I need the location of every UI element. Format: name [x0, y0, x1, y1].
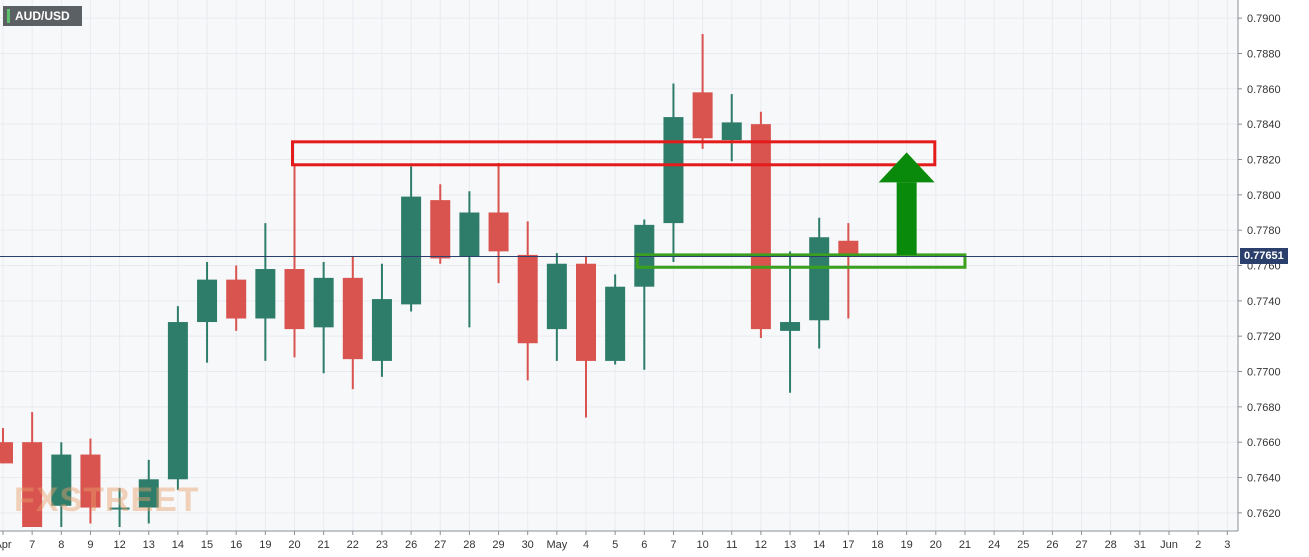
x-tick-label: May	[546, 539, 567, 551]
candle-body	[663, 117, 684, 224]
candle-body	[342, 277, 363, 360]
x-tick-label: 3	[1224, 539, 1230, 551]
x-tick-label: Jun	[1160, 539, 1178, 551]
y-tick-label: 0.7840	[1247, 119, 1281, 131]
candle-body	[750, 124, 771, 330]
y-tick-label: 0.7640	[1247, 473, 1281, 485]
x-tick-label: 31	[1134, 539, 1146, 551]
x-tick-label: 12	[755, 539, 767, 551]
y-tick-label: 0.7900	[1247, 13, 1281, 25]
candle-body	[197, 279, 218, 323]
x-tick-label: Apr	[0, 539, 12, 551]
x-tick-label: 27	[1075, 539, 1087, 551]
candle-body	[0, 442, 13, 464]
x-tick-label: 7	[29, 539, 35, 551]
candle-body	[371, 299, 392, 361]
resistance-zone-box	[291, 140, 937, 167]
candle-body	[401, 196, 422, 305]
x-tick-label: 22	[347, 539, 359, 551]
y-tick-label: 0.7680	[1247, 402, 1281, 414]
x-tick-label: 23	[376, 539, 388, 551]
x-tick-label: 13	[143, 539, 155, 551]
x-tick-label: 16	[230, 539, 242, 551]
x-tick-label: 18	[871, 539, 883, 551]
x-tick-label: 6	[641, 539, 647, 551]
x-tick-label: 21	[959, 539, 971, 551]
candle-body	[809, 237, 830, 321]
symbol-badge[interactable]: AUD/USD	[3, 6, 82, 26]
candle-body	[255, 269, 276, 319]
support-zone-box	[635, 253, 967, 269]
candle-body	[430, 200, 451, 259]
x-tick-label: 5	[612, 539, 618, 551]
y-tick-label: 0.7880	[1247, 48, 1281, 60]
y-tick-label: 0.7720	[1247, 331, 1281, 343]
x-tick-label: 27	[434, 539, 446, 551]
candle-body	[517, 254, 538, 344]
up-arrow-head	[878, 152, 935, 183]
y-tick-label: 0.7820	[1247, 154, 1281, 166]
candle-body	[313, 277, 334, 328]
candle-body	[488, 212, 509, 252]
candle-body	[51, 454, 72, 506]
x-tick-label: 13	[784, 539, 796, 551]
candle-body	[80, 454, 101, 508]
y-tick-label: 0.7860	[1247, 84, 1281, 96]
y-tick-label: 0.7620	[1247, 508, 1281, 520]
candle-body	[109, 507, 130, 510]
candle-body	[226, 279, 247, 319]
x-tick-label: 15	[201, 539, 213, 551]
x-tick-label: 10	[696, 539, 708, 551]
candle-body	[284, 269, 305, 330]
x-tick-label: 30	[522, 539, 534, 551]
symbol-label: AUD/USD	[15, 9, 70, 23]
up-arrow-shaft	[896, 182, 917, 255]
x-tick-label: 20	[288, 539, 300, 551]
candle-body	[22, 442, 43, 527]
candle-body	[167, 322, 188, 480]
x-tick-label: 7	[670, 539, 676, 551]
y-tick-label: 0.7780	[1247, 225, 1281, 237]
x-tick-label: 17	[842, 539, 854, 551]
symbol-color-marker	[7, 9, 10, 23]
watermark-logo: FXSTREET	[14, 481, 200, 519]
y-tick-label: 0.7660	[1247, 437, 1281, 449]
x-tick-label: 14	[813, 539, 825, 551]
candle-body	[546, 263, 567, 330]
x-tick-label: 2	[1195, 539, 1201, 551]
candle-body	[459, 212, 480, 257]
x-tick-label: 9	[87, 539, 93, 551]
x-tick-label: 29	[492, 539, 504, 551]
candle-body	[780, 322, 801, 331]
current-price-label: 0.77651	[1240, 248, 1288, 265]
x-tick-label: 21	[318, 539, 330, 551]
candle-body	[721, 122, 742, 141]
x-tick-label: 11	[726, 539, 737, 551]
y-tick-label: 0.7740	[1247, 296, 1281, 308]
x-tick-label: 28	[463, 539, 475, 551]
y-tick-label: 0.7700	[1247, 367, 1281, 379]
y-tick-label: 0.7800	[1247, 190, 1281, 202]
x-tick-label: 4	[583, 539, 589, 551]
x-tick-label: 26	[405, 539, 417, 551]
x-tick-label: 24	[988, 539, 1000, 551]
x-tick-label: 26	[1046, 539, 1058, 551]
candle-body	[138, 479, 159, 508]
candle-body	[605, 286, 626, 361]
candle-body	[838, 240, 859, 257]
candle-body	[692, 92, 713, 139]
x-tick-label: 19	[259, 539, 271, 551]
candle-body	[576, 263, 596, 361]
x-tick-label: 12	[113, 539, 125, 551]
x-tick-label: 14	[172, 539, 184, 551]
x-tick-label: 19	[901, 539, 913, 551]
x-tick-label: 28	[1105, 539, 1117, 551]
x-tick-label: 20	[930, 539, 942, 551]
x-tick-label: 8	[58, 539, 64, 551]
x-tick-label: 25	[1017, 539, 1029, 551]
